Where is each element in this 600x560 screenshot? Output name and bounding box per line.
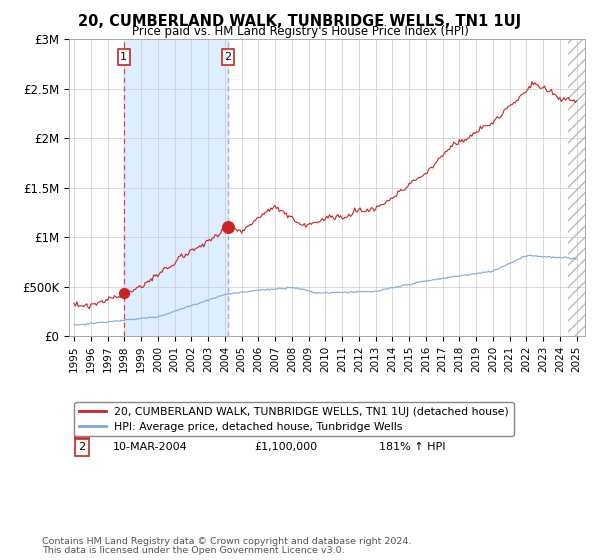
Text: £1,100,000: £1,100,000 bbox=[255, 442, 318, 452]
Text: 2: 2 bbox=[79, 442, 85, 452]
Text: Price paid vs. HM Land Registry's House Price Index (HPI): Price paid vs. HM Land Registry's House … bbox=[131, 25, 469, 38]
Point bbox=[119, 289, 128, 298]
Text: £430,000: £430,000 bbox=[255, 424, 308, 435]
Text: 1: 1 bbox=[79, 424, 85, 435]
Bar bbox=[124, 39, 228, 336]
Text: 134% ↑ HPI: 134% ↑ HPI bbox=[379, 424, 445, 435]
Text: 181% ↑ HPI: 181% ↑ HPI bbox=[379, 442, 445, 452]
Text: 2: 2 bbox=[224, 52, 232, 62]
Bar bbox=[568, 39, 585, 336]
Bar bbox=[568, 39, 585, 336]
Text: 1: 1 bbox=[120, 52, 127, 62]
Text: 10-MAR-2004: 10-MAR-2004 bbox=[113, 442, 188, 452]
Text: Contains HM Land Registry data © Crown copyright and database right 2024.: Contains HM Land Registry data © Crown c… bbox=[42, 538, 412, 547]
Text: This data is licensed under the Open Government Licence v3.0.: This data is licensed under the Open Gov… bbox=[42, 547, 344, 556]
Point bbox=[223, 223, 233, 232]
Text: 19-DEC-1997: 19-DEC-1997 bbox=[113, 424, 187, 435]
Legend: 20, CUMBERLAND WALK, TUNBRIDGE WELLS, TN1 1UJ (detached house), HPI: Average pri: 20, CUMBERLAND WALK, TUNBRIDGE WELLS, TN… bbox=[74, 402, 514, 436]
Text: 20, CUMBERLAND WALK, TUNBRIDGE WELLS, TN1 1UJ: 20, CUMBERLAND WALK, TUNBRIDGE WELLS, TN… bbox=[79, 14, 521, 29]
